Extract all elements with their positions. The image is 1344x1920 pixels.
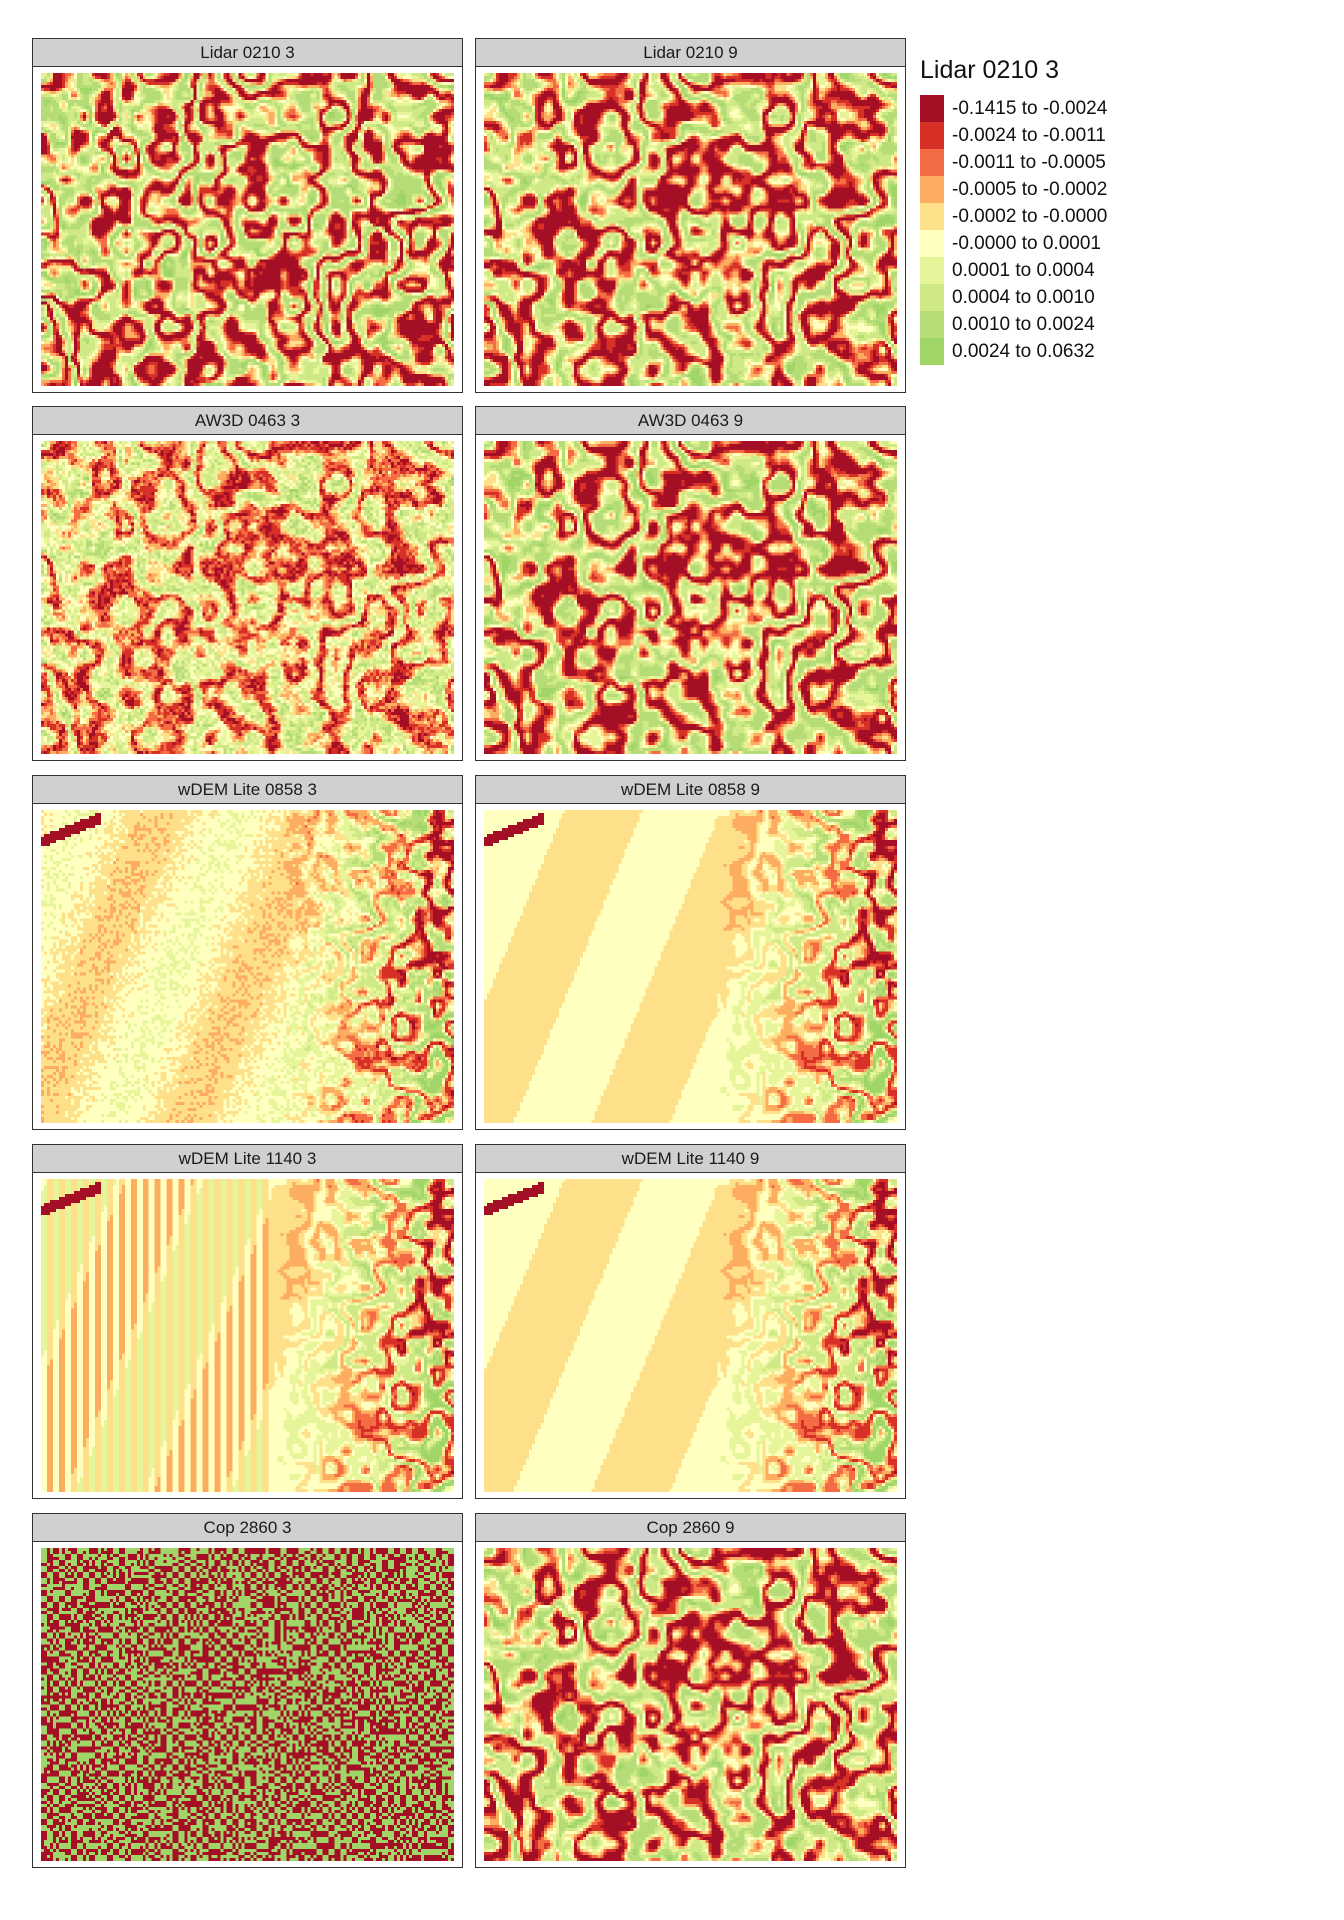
raster-map [41, 810, 454, 1123]
legend-entry: -0.0002 to -0.0000 [920, 203, 1107, 230]
facet-panel: Cop 2860 9 [475, 1513, 906, 1868]
raster-canvas [484, 810, 897, 1123]
legend-swatch [920, 338, 944, 365]
raster-canvas [41, 441, 454, 754]
raster-canvas [41, 810, 454, 1123]
raster-canvas [484, 1548, 897, 1861]
legend-label: 0.0010 to 0.0024 [952, 313, 1095, 335]
facet-strip-title: wDEM Lite 1140 9 [476, 1145, 905, 1173]
facet-panel: Lidar 0210 9 [475, 38, 906, 393]
map-legend: Lidar 0210 3 -0.1415 to -0.0024 -0.0024 … [920, 56, 1107, 365]
legend-entry: -0.0000 to 0.0001 [920, 230, 1107, 257]
legend-label: 0.0024 to 0.0632 [952, 340, 1095, 362]
legend-title: Lidar 0210 3 [920, 56, 1060, 84]
raster-map [484, 810, 897, 1123]
raster-canvas [484, 73, 897, 386]
facet-strip-title: Lidar 0210 3 [33, 39, 462, 67]
raster-canvas [41, 73, 454, 386]
raster-map [41, 1179, 454, 1492]
raster-canvas [41, 1179, 454, 1492]
legend-swatch [920, 230, 944, 257]
facet-panel: wDEM Lite 0858 9 [475, 775, 906, 1130]
facet-panel: wDEM Lite 0858 3 [32, 775, 463, 1130]
raster-map [41, 441, 454, 754]
facet-panel: AW3D 0463 9 [475, 406, 906, 761]
facet-strip-title: wDEM Lite 0858 3 [33, 776, 462, 804]
raster-map [41, 73, 454, 386]
legend-label: 0.0004 to 0.0010 [952, 286, 1095, 308]
legend-swatch [920, 257, 944, 284]
raster-canvas [41, 1548, 454, 1861]
legend-swatch [920, 203, 944, 230]
legend-swatch [920, 311, 944, 338]
legend-entry: -0.0011 to -0.0005 [920, 149, 1107, 176]
legend-label: 0.0001 to 0.0004 [952, 259, 1095, 281]
legend-label: -0.0011 to -0.0005 [952, 151, 1106, 173]
facet-panel: wDEM Lite 1140 9 [475, 1144, 906, 1499]
legend-entry: -0.0005 to -0.0002 [920, 176, 1107, 203]
facet-panel: Lidar 0210 3 [32, 38, 463, 393]
legend-entries: -0.1415 to -0.0024 -0.0024 to -0.0011 -0… [920, 95, 1107, 365]
facet-strip-title: wDEM Lite 0858 9 [476, 776, 905, 804]
facet-panel: AW3D 0463 3 [32, 406, 463, 761]
legend-entry: 0.0024 to 0.0632 [920, 338, 1107, 365]
legend-label: -0.1415 to -0.0024 [952, 97, 1108, 119]
legend-entry: -0.1415 to -0.0024 [920, 95, 1107, 122]
facet-panel: wDEM Lite 1140 3 [32, 1144, 463, 1499]
raster-map [484, 1548, 897, 1861]
legend-entry: -0.0024 to -0.0011 [920, 122, 1107, 149]
legend-swatch [920, 149, 944, 176]
facet-strip-title: Lidar 0210 9 [476, 39, 905, 67]
raster-canvas [484, 441, 897, 754]
legend-swatch [920, 122, 944, 149]
raster-canvas [484, 1179, 897, 1492]
raster-map [41, 1548, 454, 1861]
legend-swatch [920, 176, 944, 203]
legend-entry: 0.0004 to 0.0010 [920, 284, 1107, 311]
legend-label: -0.0024 to -0.0011 [952, 124, 1106, 146]
legend-swatch [920, 95, 944, 122]
facet-strip-title: AW3D 0463 3 [33, 407, 462, 435]
facet-strip-title: wDEM Lite 1140 3 [33, 1145, 462, 1173]
raster-map [484, 1179, 897, 1492]
facet-strip-title: Cop 2860 9 [476, 1514, 905, 1542]
legend-entry: 0.0001 to 0.0004 [920, 257, 1107, 284]
raster-map [484, 73, 897, 386]
legend-swatch [920, 284, 944, 311]
facet-strip-title: AW3D 0463 9 [476, 407, 905, 435]
legend-label: -0.0000 to 0.0001 [952, 232, 1101, 254]
legend-label: -0.0002 to -0.0000 [952, 205, 1108, 227]
legend-label: -0.0005 to -0.0002 [952, 178, 1108, 200]
facet-panel: Cop 2860 3 [32, 1513, 463, 1868]
facet-strip-title: Cop 2860 3 [33, 1514, 462, 1542]
legend-entry: 0.0010 to 0.0024 [920, 311, 1107, 338]
raster-map [484, 441, 897, 754]
